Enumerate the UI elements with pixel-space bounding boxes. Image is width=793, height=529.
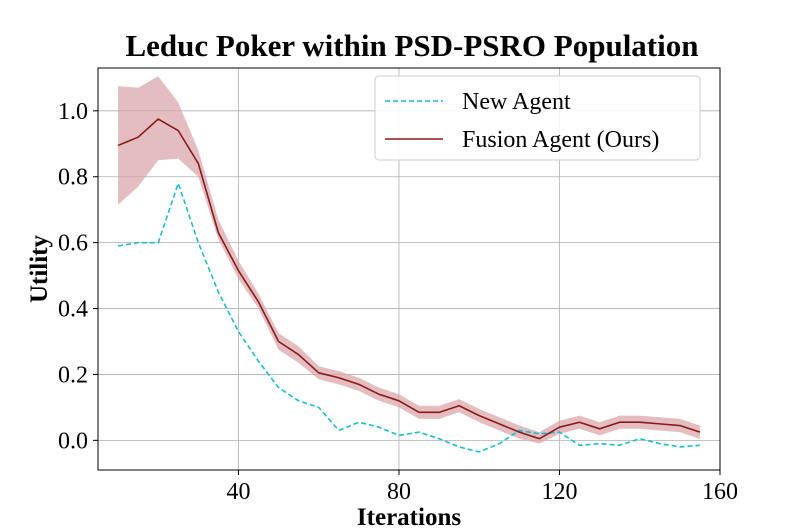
legend-box [374,75,701,161]
legend-label-fusion-agent: Fusion Agent (Ours) [462,127,659,153]
y-tick-label: 0.4 [58,297,88,323]
new-agent-line [117,182,701,453]
plot-frame [97,67,721,471]
x-tick-label: 40 [226,479,250,505]
legend-label-new-agent: New Agent [462,89,571,115]
fusion-agent-ours-confidence-band [118,76,700,444]
chart-title: Leduc Poker within PSD-PSRO Population [125,28,698,63]
x-tick-label: 120 [541,479,577,505]
y-tick-label: 1.0 [58,99,88,125]
y-axis-label: Utility [26,234,53,303]
fusion-agent-ours-line [117,118,701,440]
x-tick-label: 160 [702,479,738,505]
y-tick-label: 0.2 [58,362,88,388]
x-tick-label: 80 [387,479,411,505]
x-axis-label: Iterations [357,504,461,529]
y-tick-label: 0.6 [58,231,88,257]
tick-layer: 40 80 120 160 0.0 0.2 0.4 0.6 0.8 1.0 [58,99,738,505]
series-layer [117,118,701,453]
legend: New Agent Fusion Agent (Ours) [374,75,701,161]
confidence-band-layer [118,76,700,444]
y-tick-label: 0.0 [58,428,88,454]
y-tick-label: 0.8 [58,165,88,191]
